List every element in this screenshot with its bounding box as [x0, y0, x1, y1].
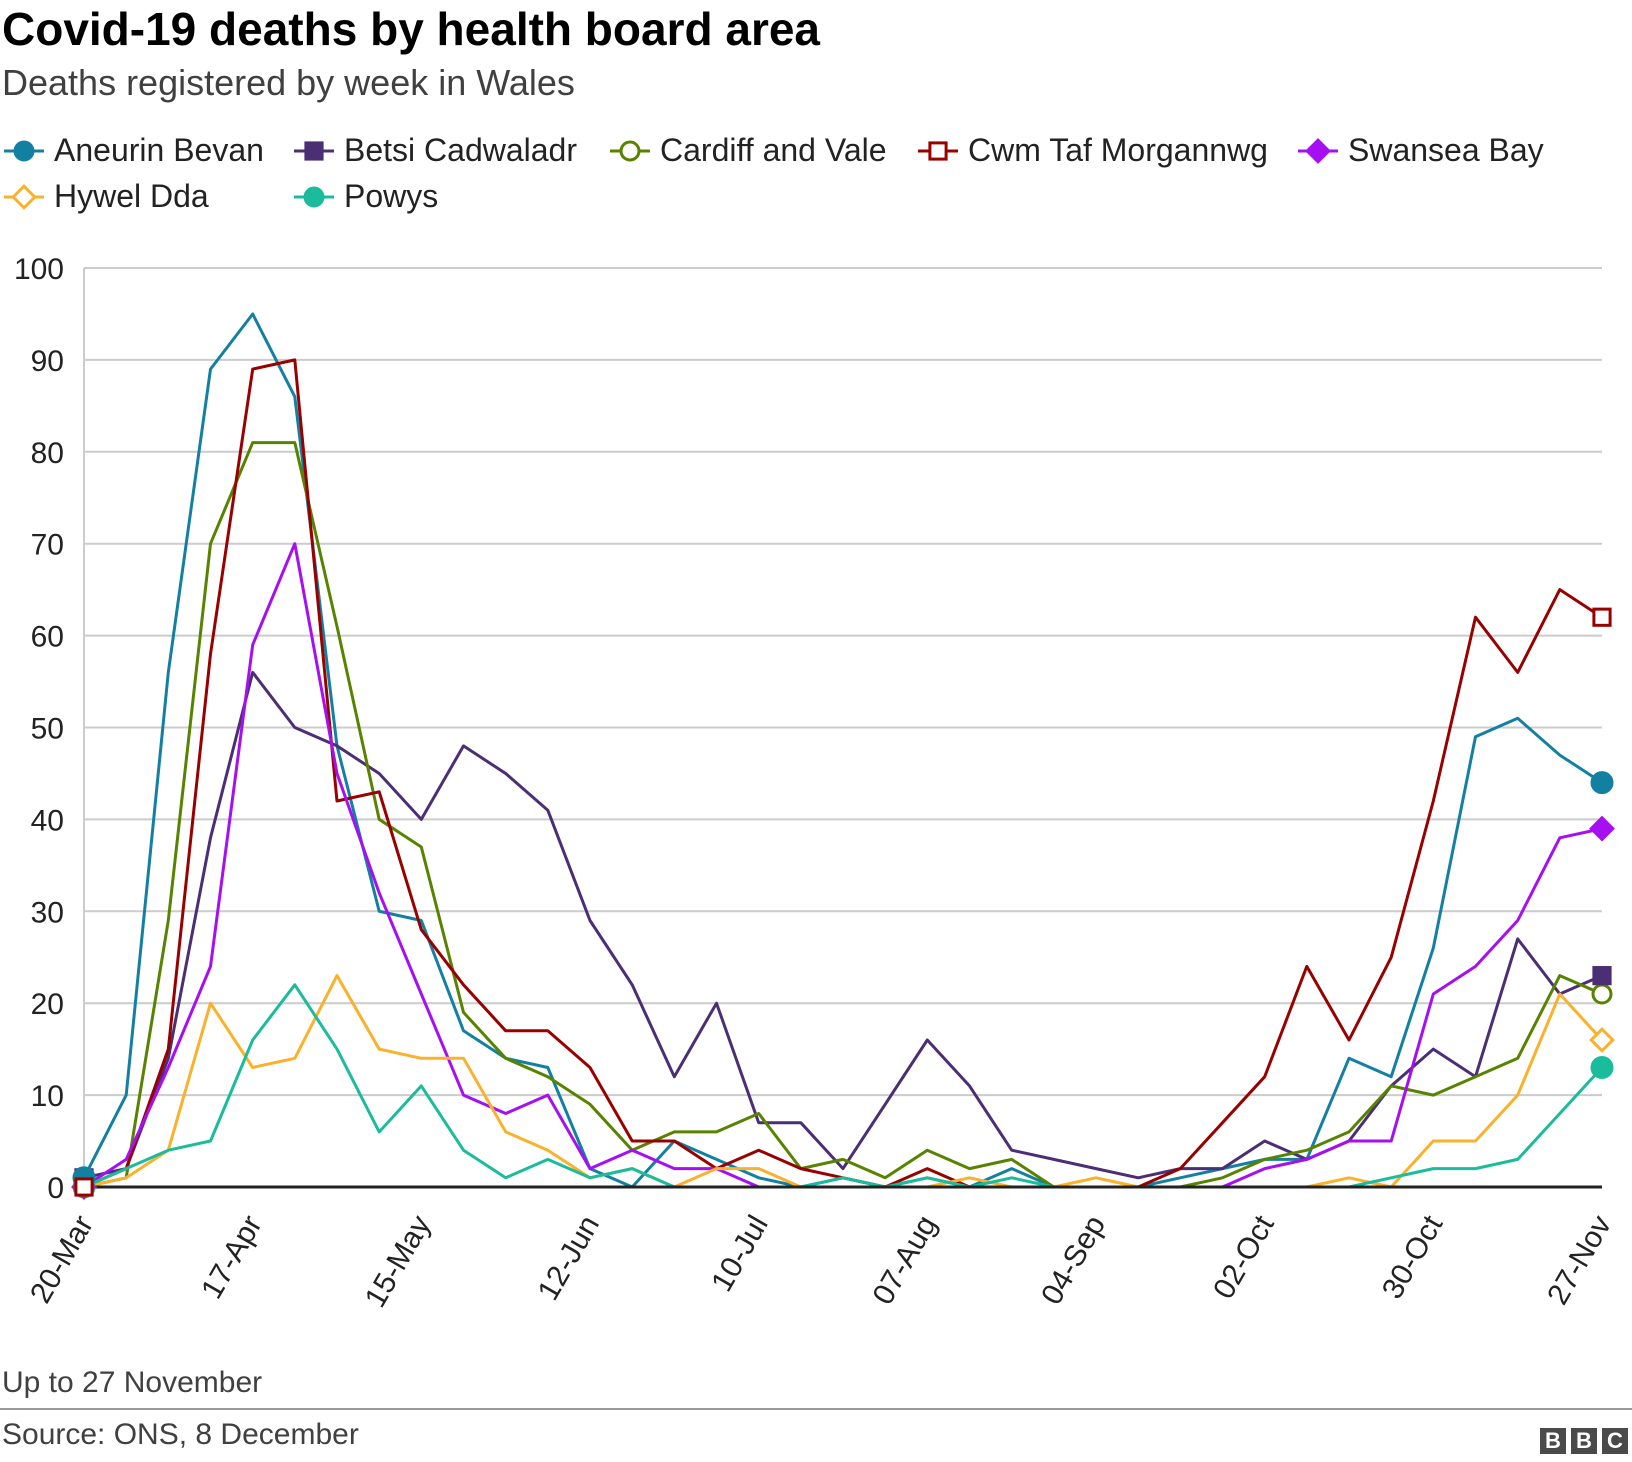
legend-marker-cardiff-and-vale	[610, 140, 650, 161]
y-tick-label: 10	[31, 1080, 64, 1113]
bbc-logo-letter: B	[1540, 1428, 1566, 1454]
chart-subtitle: Deaths registered by week in Wales	[2, 62, 575, 103]
x-tick-label: 12-Jun	[532, 1210, 606, 1306]
legend-marker-swansea-bay	[1298, 137, 1338, 164]
footer-divider	[0, 1408, 1632, 1410]
series-line-powys	[83, 983, 1604, 1189]
end-marker-hywel-dda	[1589, 1027, 1615, 1053]
x-tick-label: 20-Mar	[24, 1210, 100, 1309]
y-tick-label: 80	[31, 437, 64, 470]
y-tick-label: 30	[31, 896, 64, 929]
end-marker-betsi-cadwaladr	[1592, 966, 1612, 986]
legend-symbol	[619, 140, 641, 161]
x-tick-label: 15-May	[359, 1210, 438, 1313]
y-tick-label: 0	[47, 1172, 64, 1205]
legend-item-powys: Powys	[294, 178, 438, 215]
legend-label: Powys	[344, 178, 439, 214]
y-tick-label: 50	[31, 713, 64, 746]
y-tick-label: 70	[31, 529, 64, 562]
legend-marker-cwm-taf-morgannwg	[918, 140, 958, 161]
legend-item-cardiff-and-vale: Cardiff and Vale	[610, 132, 887, 169]
legend-marker-hywel-dda	[4, 183, 44, 210]
chart-note: Up to 27 November	[2, 1366, 263, 1399]
legend-label: Swansea Bay	[1348, 132, 1544, 168]
end-marker-swansea-bay	[1589, 815, 1615, 842]
series-line-betsi-cadwaladr	[83, 670, 1603, 1180]
series-line-swansea-bay	[83, 542, 1603, 1189]
x-tick-label: 10-Jul	[705, 1210, 774, 1297]
x-tick-label: 02-Oct	[1207, 1209, 1281, 1304]
legend-marker-aneurin-bevan	[4, 140, 44, 161]
x-tick-label: 07-Aug	[866, 1210, 943, 1310]
chart-legend: Aneurin Bevan Betsi Cadwaladr Cardiff an…	[0, 132, 1632, 222]
bbc-logo-letter: C	[1602, 1428, 1628, 1454]
y-tick-label: 60	[31, 621, 64, 654]
bbc-logo-letter: B	[1571, 1428, 1597, 1454]
chart-title: Covid-19 deaths by health board area	[2, 3, 821, 55]
legend-label: Cwm Taf Morgannwg	[968, 132, 1268, 168]
series-line-hywel-dda	[83, 974, 1604, 1189]
bbc-logo: B B C	[1540, 1428, 1628, 1454]
legend-symbol	[303, 186, 325, 207]
x-tick-label: 30-Oct	[1376, 1209, 1450, 1304]
legend-symbol	[928, 140, 948, 161]
end-marker-aneurin-bevan	[1590, 771, 1614, 795]
legend-symbol	[13, 140, 35, 161]
legend-symbol	[1305, 137, 1331, 164]
legend-item-hywel-dda: Hywel Dda	[4, 178, 209, 215]
y-tick-label: 20	[31, 988, 64, 1021]
y-tick-label: 100	[14, 253, 64, 286]
legend-label: Aneurin Bevan	[54, 132, 264, 168]
legend-symbol	[11, 183, 37, 210]
legend-symbol	[304, 140, 324, 161]
legend-item-swansea-bay: Swansea Bay	[1298, 132, 1544, 169]
x-tick-label: 27-Nov	[1541, 1210, 1618, 1310]
x-tick-label: 04-Sep	[1035, 1210, 1112, 1310]
legend-label: Betsi Cadwaladr	[344, 132, 577, 168]
legend-label: Cardiff and Vale	[660, 132, 887, 168]
start-marker-cwm-taf-morgannwg	[74, 1177, 94, 1197]
end-marker-cardiff-and-vale	[1591, 983, 1613, 1005]
end-marker-cwm-taf-morgannwg	[1592, 607, 1612, 627]
series-line-cardiff-and-vale	[83, 441, 1603, 1189]
end-marker-powys	[1590, 1056, 1614, 1080]
legend-item-betsi-cadwaladr: Betsi Cadwaladr	[294, 132, 577, 169]
legend-marker-betsi-cadwaladr	[294, 140, 334, 161]
x-tick-label: 17-Apr	[195, 1210, 269, 1304]
y-tick-label: 40	[31, 804, 64, 837]
series-line-aneurin-bevan	[82, 312, 1603, 1189]
legend-item-cwm-taf-morgannwg: Cwm Taf Morgannwg	[918, 132, 1268, 169]
legend-marker-powys	[294, 186, 334, 207]
series-line-cwm-taf-morgannwg	[83, 358, 1603, 1189]
source-text: Source: ONS, 8 December	[2, 1418, 359, 1451]
legend-label: Hywel Dda	[54, 178, 209, 214]
legend-item-aneurin-bevan: Aneurin Bevan	[4, 132, 264, 169]
line-chart: 0 10 20 30 40 50 60 70 80 90 100 20-Mar 17-Apr 15-May…	[14, 253, 1618, 1313]
y-tick-label: 90	[31, 345, 64, 378]
